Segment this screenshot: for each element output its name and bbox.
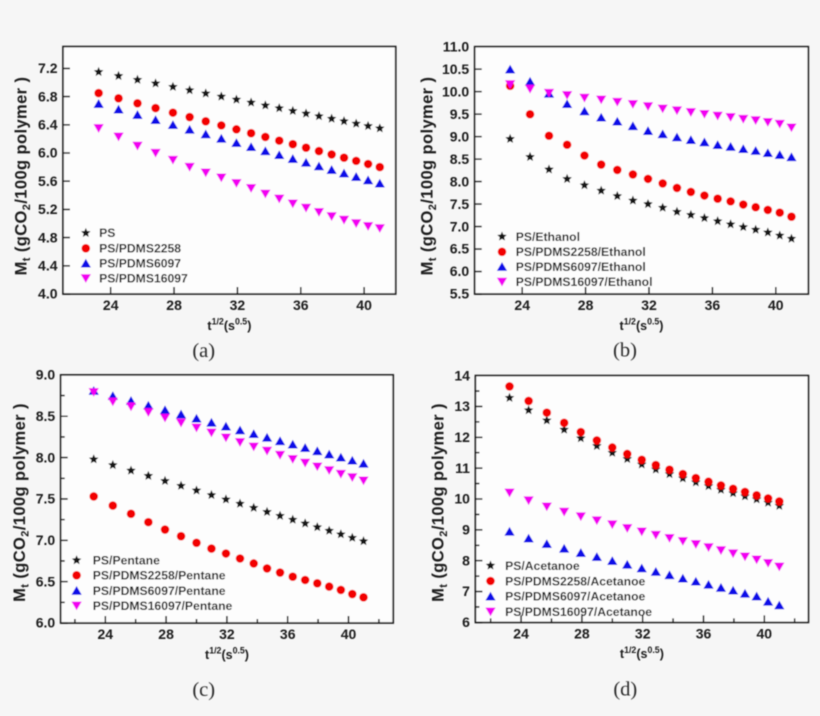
svg-text:9.5: 9.5	[450, 106, 470, 122]
svg-text:24: 24	[103, 297, 119, 313]
svg-text:24: 24	[513, 625, 529, 641]
svg-text:PS/PDMS6097/Acetanoe: PS/PDMS6097/Acetanoe	[505, 590, 645, 604]
svg-text:12: 12	[454, 429, 470, 445]
svg-text:6.0: 6.0	[450, 263, 470, 279]
svg-text:32: 32	[219, 626, 235, 642]
svg-text:6.0: 6.0	[36, 615, 56, 631]
svg-text:(a): (a)	[192, 340, 215, 362]
svg-text:9: 9	[462, 522, 470, 538]
svg-text:40: 40	[356, 297, 372, 313]
svg-text:4.8: 4.8	[38, 229, 58, 245]
svg-text:5.6: 5.6	[38, 173, 58, 189]
svg-text:6.8: 6.8	[38, 88, 58, 104]
svg-text:36: 36	[280, 626, 296, 642]
svg-text:4.0: 4.0	[38, 286, 58, 302]
svg-text:40: 40	[757, 625, 773, 641]
svg-text:7.5: 7.5	[36, 491, 56, 507]
svg-text:40: 40	[768, 297, 784, 313]
svg-text:Mt (gCO2/100g polymer ): Mt (gCO2/100g polymer )	[419, 77, 440, 276]
svg-text:28: 28	[578, 297, 594, 313]
svg-text:Mt (gCO2/100g polymer ): Mt (gCO2/100g polymer )	[11, 403, 32, 602]
svg-text:6.0: 6.0	[38, 145, 58, 161]
svg-text:36: 36	[705, 297, 721, 313]
svg-text:10: 10	[454, 491, 470, 507]
svg-text:8.5: 8.5	[450, 151, 470, 167]
svg-text:8.5: 8.5	[36, 408, 56, 424]
svg-text:PS/PDMS16097/Ethanol: PS/PDMS16097/Ethanol	[516, 275, 653, 289]
svg-text:PS/Ethanol: PS/Ethanol	[516, 230, 580, 244]
svg-text:11.0: 11.0	[443, 38, 470, 54]
svg-text:Mt (gCO2/100g polymer ): Mt (gCO2/100g polymer )	[13, 77, 34, 276]
svg-text:PS/PDMS16097/Acetanoe: PS/PDMS16097/Acetanoe	[505, 605, 652, 619]
svg-text:7.5: 7.5	[450, 196, 470, 212]
svg-text:PS/Acetanoe: PS/Acetanoe	[505, 559, 580, 573]
svg-text:4.4: 4.4	[38, 258, 58, 274]
svg-text:(b): (b)	[613, 339, 637, 361]
svg-text:9.0: 9.0	[36, 367, 56, 383]
svg-text:40: 40	[341, 626, 357, 642]
svg-text:Mt (gCO2/100g polymer ): Mt (gCO2/100g polymer )	[430, 403, 451, 602]
svg-text:7.0: 7.0	[450, 218, 470, 234]
svg-text:5.5: 5.5	[450, 286, 470, 302]
svg-text:PS/PDMS2258/Pentane: PS/PDMS2258/Pentane	[93, 569, 226, 583]
svg-text:PS/PDMS2258/Acetanoe: PS/PDMS2258/Acetanoe	[505, 574, 645, 588]
svg-text:11: 11	[455, 460, 470, 476]
svg-text:7: 7	[462, 583, 470, 599]
svg-text:32: 32	[641, 297, 657, 313]
svg-text:PS: PS	[99, 226, 115, 240]
svg-text:6: 6	[462, 614, 470, 630]
svg-text:PS/PDMS2258/Ethanol: PS/PDMS2258/Ethanol	[516, 245, 646, 259]
svg-text:32: 32	[635, 625, 651, 641]
svg-text:32: 32	[230, 297, 246, 313]
svg-text:14: 14	[454, 367, 470, 383]
svg-text:PS/Pentane: PS/Pentane	[93, 554, 160, 568]
svg-text:7.2: 7.2	[38, 60, 58, 76]
svg-text:PS/PDMS16097: PS/PDMS16097	[99, 272, 188, 286]
svg-text:10.0: 10.0	[442, 83, 469, 99]
svg-text:PS/PDMS6097/Ethanol: PS/PDMS6097/Ethanol	[516, 260, 646, 274]
svg-text:8.0: 8.0	[450, 173, 470, 189]
svg-text:PS/PDMS6097: PS/PDMS6097	[99, 257, 181, 271]
svg-text:36: 36	[696, 625, 712, 641]
svg-text:(d): (d)	[613, 678, 637, 700]
svg-text:24: 24	[514, 297, 530, 313]
svg-text:10.5: 10.5	[442, 61, 469, 77]
svg-text:PS/PDMS6097/Pentane: PS/PDMS6097/Pentane	[93, 584, 226, 598]
svg-text:9.0: 9.0	[450, 128, 470, 144]
svg-text:36: 36	[293, 297, 309, 313]
svg-text:28: 28	[158, 626, 174, 642]
svg-text:28: 28	[166, 297, 182, 313]
svg-text:(c): (c)	[192, 679, 215, 701]
svg-text:PS/PDMS2258: PS/PDMS2258	[99, 242, 181, 256]
svg-text:6.4: 6.4	[38, 117, 58, 133]
svg-text:13: 13	[454, 398, 470, 414]
svg-text:24: 24	[98, 626, 114, 642]
svg-text:7.0: 7.0	[36, 532, 56, 548]
svg-text:PS/PDMS16097/Pentane: PS/PDMS16097/Pentane	[93, 599, 233, 613]
svg-text:8: 8	[462, 552, 470, 568]
svg-text:6.5: 6.5	[36, 573, 56, 589]
svg-text:5.2: 5.2	[38, 201, 58, 217]
svg-text:6.5: 6.5	[450, 241, 470, 257]
svg-text:8.0: 8.0	[36, 449, 56, 465]
svg-text:28: 28	[574, 625, 590, 641]
